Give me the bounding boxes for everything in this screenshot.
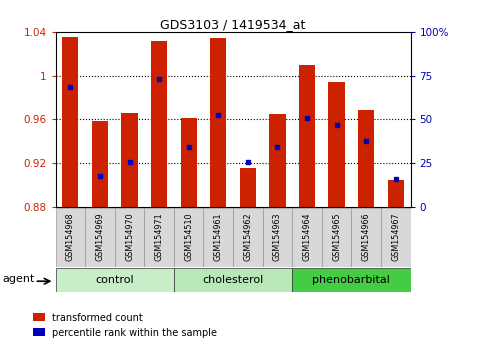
Text: GSM154967: GSM154967	[391, 212, 400, 261]
Bar	[352, 208, 381, 267]
Bar	[292, 208, 322, 267]
Bar	[181, 118, 197, 207]
Bar	[62, 37, 78, 207]
Bar	[270, 114, 285, 207]
Text: cholesterol: cholesterol	[202, 275, 264, 285]
Text: control: control	[96, 275, 134, 285]
Bar	[292, 268, 411, 292]
Bar	[233, 208, 263, 267]
Text: GSM154969: GSM154969	[96, 212, 104, 261]
Bar	[210, 39, 227, 207]
Text: GSM154971: GSM154971	[155, 212, 164, 261]
Bar	[299, 65, 315, 207]
Text: GSM154963: GSM154963	[273, 212, 282, 261]
Bar	[174, 268, 292, 292]
Legend: transformed count, percentile rank within the sample: transformed count, percentile rank withi…	[29, 309, 221, 342]
Bar	[203, 208, 233, 267]
Bar	[358, 110, 374, 207]
Bar	[263, 208, 292, 267]
Text: GSM154965: GSM154965	[332, 212, 341, 261]
Bar	[92, 121, 108, 207]
Text: GSM154970: GSM154970	[125, 212, 134, 261]
Bar	[121, 113, 138, 207]
Bar	[240, 168, 256, 207]
Bar	[328, 82, 345, 207]
Title: GDS3103 / 1419534_at: GDS3103 / 1419534_at	[160, 18, 306, 31]
Text: phenobarbital: phenobarbital	[313, 275, 390, 285]
Bar	[322, 208, 352, 267]
Bar	[56, 268, 174, 292]
Text: GSM154964: GSM154964	[302, 212, 312, 261]
Bar	[151, 41, 167, 207]
Bar	[381, 208, 411, 267]
Text: GSM154962: GSM154962	[243, 212, 252, 261]
Bar	[85, 208, 115, 267]
Bar	[115, 208, 144, 267]
Text: GSM154968: GSM154968	[66, 212, 75, 261]
Text: GSM154966: GSM154966	[362, 212, 370, 261]
Bar	[174, 208, 203, 267]
Text: agent: agent	[3, 274, 35, 284]
Bar	[144, 208, 174, 267]
Bar	[388, 180, 404, 207]
Bar	[56, 208, 85, 267]
Text: GSM154961: GSM154961	[214, 212, 223, 261]
Text: GSM154510: GSM154510	[184, 212, 193, 261]
